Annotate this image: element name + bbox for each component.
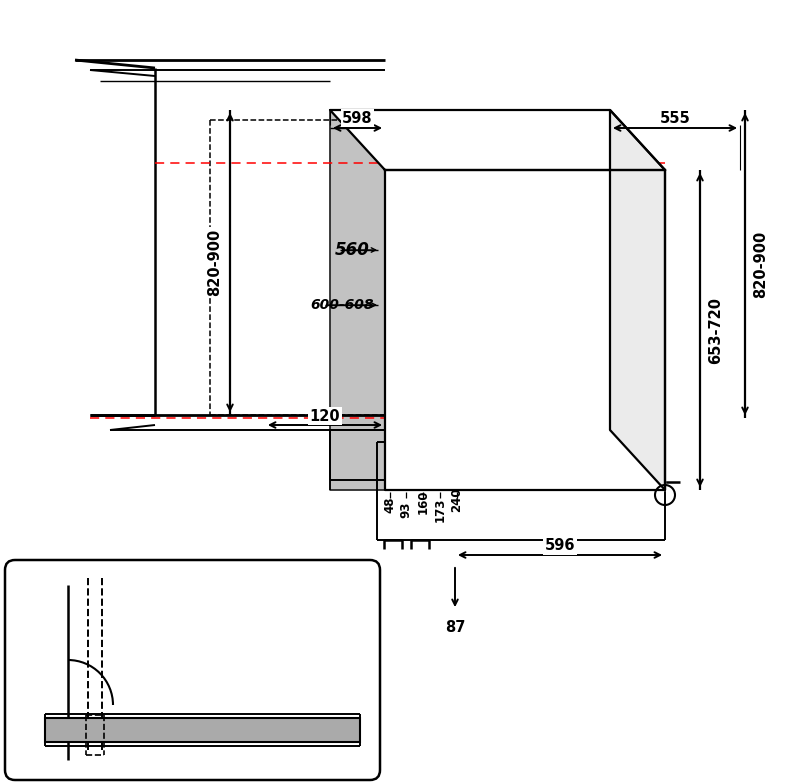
Polygon shape bbox=[330, 110, 665, 170]
Polygon shape bbox=[330, 110, 385, 490]
Text: 173: 173 bbox=[434, 498, 446, 522]
Polygon shape bbox=[610, 110, 665, 490]
Text: 120: 120 bbox=[310, 408, 340, 423]
Bar bbox=[45, 718, 360, 742]
Text: 93: 93 bbox=[399, 502, 413, 518]
Text: 160: 160 bbox=[417, 490, 430, 514]
Text: 596: 596 bbox=[545, 539, 575, 554]
Text: 600-608: 600-608 bbox=[310, 298, 374, 312]
Text: 820-900: 820-900 bbox=[207, 229, 222, 296]
Text: 820-900: 820-900 bbox=[753, 230, 768, 298]
Text: 598: 598 bbox=[342, 111, 373, 125]
Text: 653-720: 653-720 bbox=[708, 296, 723, 364]
Text: 555: 555 bbox=[660, 111, 690, 125]
Text: 87: 87 bbox=[445, 620, 465, 635]
Text: 590: 590 bbox=[211, 626, 246, 644]
Text: 240: 240 bbox=[450, 488, 463, 512]
Text: 560: 560 bbox=[334, 241, 370, 259]
FancyBboxPatch shape bbox=[5, 560, 380, 780]
Text: 48: 48 bbox=[383, 497, 397, 514]
Polygon shape bbox=[385, 170, 665, 490]
